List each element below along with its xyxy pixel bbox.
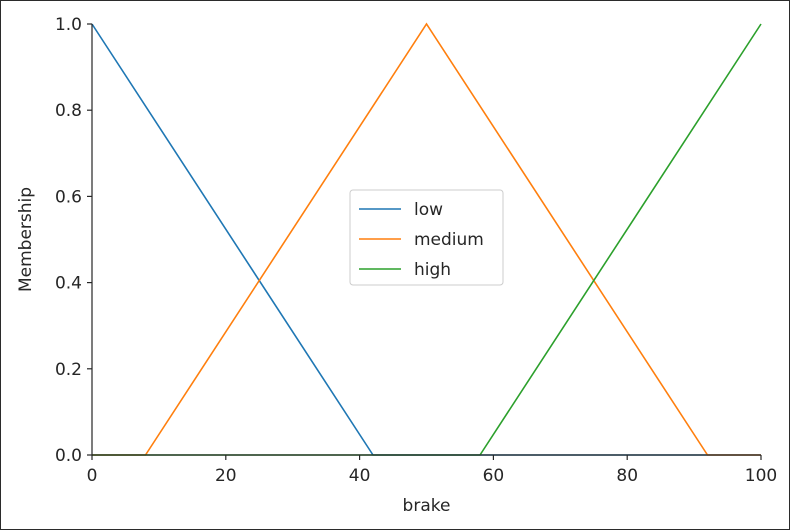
y-tick-label: 0.2 (55, 360, 82, 380)
x-ticks: 0 20 40 60 80 100 (87, 455, 777, 486)
legend-label-medium: medium (414, 230, 484, 250)
legend: low medium high (349, 189, 504, 286)
y-ticks: 0.0 0.2 0.4 0.6 0.8 1.0 (55, 15, 92, 466)
x-tick-label: 20 (215, 466, 237, 486)
y-tick-label: 1.0 (55, 15, 82, 35)
axes-layer (91, 24, 761, 456)
x-tick-label: 100 (745, 466, 777, 486)
x-tick-label: 40 (349, 466, 371, 486)
legend-box (349, 189, 504, 286)
y-tick-label: 0.0 (55, 446, 82, 466)
y-tick-label: 0.4 (55, 274, 82, 294)
legend-label-high: high (414, 260, 451, 280)
y-axis-label: Membership (16, 187, 36, 292)
x-tick-label: 0 (87, 466, 98, 486)
x-tick-label: 80 (616, 466, 638, 486)
x-tick-label: 60 (483, 466, 505, 486)
y-tick-label: 0.6 (55, 187, 82, 207)
legend-label-low: low (414, 200, 443, 220)
y-tick-label: 0.8 (55, 101, 82, 121)
x-axis-label: brake (403, 496, 451, 516)
